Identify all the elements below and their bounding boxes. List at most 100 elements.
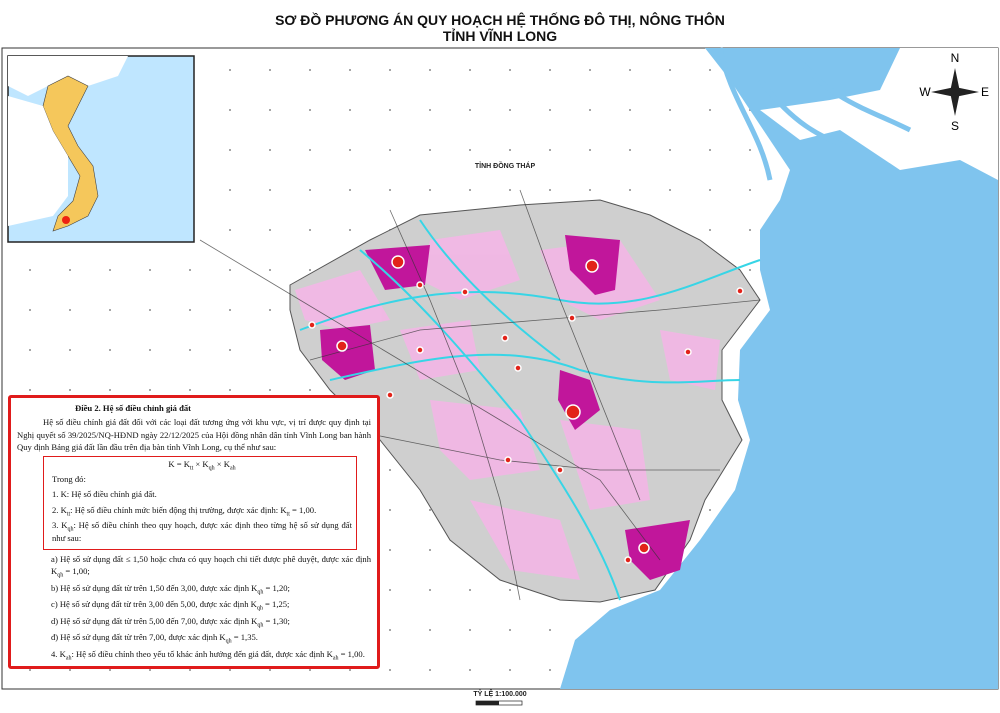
subscript: qh: [57, 573, 64, 580]
text-segment: × K: [214, 458, 230, 469]
center-marker: [391, 255, 405, 269]
grid-dot: [389, 509, 391, 511]
text-segment: 4. K: [51, 648, 66, 659]
grid-dot: [749, 149, 751, 151]
doc-item: d) Hệ số sử dụng đất từ trên 5,00 đến 7,…: [51, 615, 371, 629]
grid-dot: [389, 149, 391, 151]
grid-dot: [229, 669, 231, 671]
grid-dot: [549, 109, 551, 111]
text-segment: = 1,25;: [262, 599, 290, 610]
grid-dot: [229, 309, 231, 311]
center-marker: [585, 259, 599, 273]
grid-dot: [749, 189, 751, 191]
text-segment: : Hệ số điều chỉnh theo quy hoạch, được …: [52, 520, 352, 543]
grid-dot: [309, 669, 311, 671]
grid-dot: [429, 69, 431, 71]
grid-dot: [269, 149, 271, 151]
doc-paragraph: Hệ số điều chỉnh giá đất đối với các loạ…: [17, 417, 371, 453]
grid-dot: [629, 69, 631, 71]
compass-w: W: [919, 85, 931, 99]
grid-dot: [629, 109, 631, 111]
grid-dot: [549, 669, 551, 671]
doc-item: đ) Hệ số sử dụng đất từ trên 7,00, được …: [51, 631, 371, 645]
grid-dot: [709, 69, 711, 71]
grid-dot: [229, 149, 231, 151]
text-segment: 2. K: [52, 504, 67, 515]
text-segment: = 1,20;: [263, 582, 290, 593]
grid-dot: [189, 349, 191, 351]
grid-dot: [669, 109, 671, 111]
grid-dot: [549, 189, 551, 191]
grid-dot: [189, 389, 191, 391]
grid-dot: [229, 349, 231, 351]
grid-dot: [309, 269, 311, 271]
title: SƠ ĐỒ PHƯƠNG ÁN QUY HOẠCH HỆ THỐNG ĐÔ TH…: [275, 12, 725, 28]
river-mouth: [717, 47, 912, 181]
compass-e: E: [981, 85, 989, 99]
grid-dot: [469, 669, 471, 671]
grid-dot: [509, 109, 511, 111]
doc-item: b) Hệ số sử dụng đất từ trên 1,50 đến 3,…: [51, 582, 371, 596]
grid-dot: [29, 349, 31, 351]
grid-dot: [709, 509, 711, 511]
grid-dot: [149, 669, 151, 671]
grid-dot: [269, 349, 271, 351]
grid-dot: [589, 109, 591, 111]
grid-dot: [149, 389, 151, 391]
grid-dot: [109, 269, 111, 271]
grid-dot: [389, 69, 391, 71]
grid-dot: [309, 189, 311, 191]
grid-dot: [349, 109, 351, 111]
grid-dot: [429, 549, 431, 551]
grid-dot: [429, 189, 431, 191]
subscript: qh: [257, 589, 264, 596]
grid-dot: [229, 269, 231, 271]
grid-dot: [389, 589, 391, 591]
grid-dot: [149, 309, 151, 311]
subscript: qh: [257, 622, 264, 629]
text-segment: Trong đó:: [52, 474, 86, 485]
grid-dot: [269, 269, 271, 271]
grid-dot: [269, 389, 271, 391]
scale-bar: TỶ LỆ 1:100.000: [473, 689, 527, 706]
grid-dot: [589, 149, 591, 151]
grid-dot: [509, 189, 511, 191]
doc-heading: Điều 2. Hệ số điều chỉnh giá đất: [75, 403, 192, 413]
grid-dot: [109, 389, 111, 391]
formula: K = Ktt × Kqh × Kah: [52, 458, 352, 472]
center-marker: [736, 287, 744, 295]
text-segment: = 1,35.: [231, 632, 258, 643]
text-segment: : Hệ số điều chỉnh mức biến động thị trư…: [70, 504, 287, 515]
center-marker: [504, 456, 512, 464]
grid-dot: [309, 69, 311, 71]
grid-dot: [269, 69, 271, 71]
subscript: ah: [332, 655, 339, 662]
grid-dot: [189, 669, 191, 671]
subscript: tt: [66, 511, 71, 518]
grid-dot: [629, 189, 631, 191]
grid-dot: [509, 149, 511, 151]
grid-dot: [469, 149, 471, 151]
subscript: ah: [229, 465, 236, 472]
grid-dot: [29, 309, 31, 311]
subscript: qh: [256, 606, 263, 612]
center-marker: [461, 288, 469, 296]
grid-dot: [269, 309, 271, 311]
regulation-box: Điều 2. Hệ số điều chỉnh giá đất Hệ số đ…: [8, 395, 380, 669]
center-marker: [568, 314, 576, 322]
center-marker: [386, 391, 394, 399]
grid-dot: [389, 669, 391, 671]
grid-dot: [589, 189, 591, 191]
subscript: qh: [225, 638, 232, 645]
compass-n: N: [951, 51, 960, 65]
grid-dot: [549, 149, 551, 151]
center-marker: [624, 556, 632, 564]
grid-dot: [389, 549, 391, 551]
region-label: TỈNH ĐỒNG THÁP: [475, 160, 536, 170]
grid-dot: [349, 669, 351, 671]
doc-item: c) Hệ số sử dụng đất từ trên 3,00 đến 5,…: [51, 598, 371, 612]
subscript: tt: [189, 465, 194, 472]
grid-dot: [269, 669, 271, 671]
sea: [560, 48, 998, 689]
grid-dot: [589, 69, 591, 71]
